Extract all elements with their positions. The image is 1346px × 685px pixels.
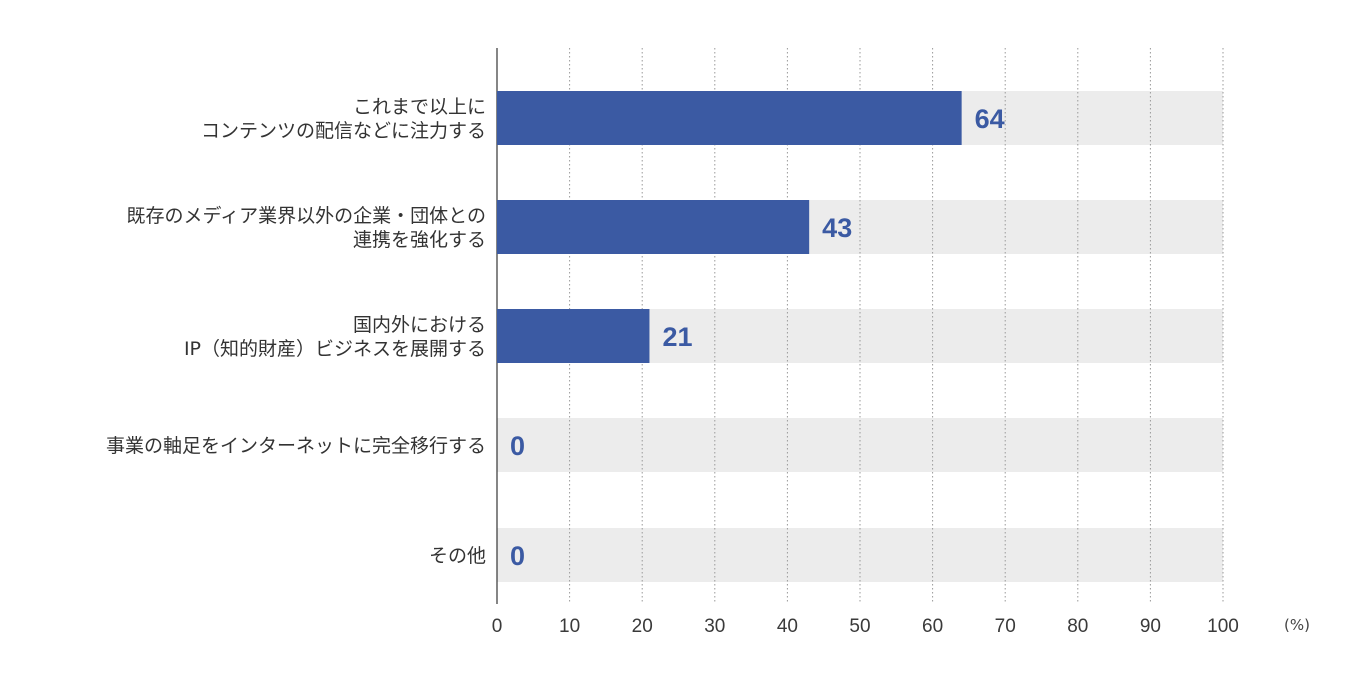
category-label: 連携を強化する <box>353 229 486 251</box>
value-labels: 64 43 21 0 0 <box>510 104 1005 571</box>
bars <box>497 91 962 363</box>
x-tick-labels: 0 10 20 30 40 50 60 70 80 90 100 <box>492 616 1239 637</box>
x-tick-label: 90 <box>1140 616 1161 637</box>
category-label: IP（知的財産）ビジネスを展開する <box>184 338 486 360</box>
x-tick-label: 100 <box>1207 616 1239 637</box>
category-labels: これまで以上にコンテンツの配信などに注力する既存のメディア業界以外の企業・団体と… <box>106 96 486 567</box>
x-tick-label: 60 <box>922 616 943 637</box>
value-label: 43 <box>822 213 852 243</box>
x-tick-label: 20 <box>632 616 653 637</box>
x-tick-label: 30 <box>704 616 725 637</box>
category-label: 国内外における <box>353 314 486 336</box>
x-tick-label: 40 <box>777 616 798 637</box>
x-unit-label: (%) <box>1284 616 1310 634</box>
bar <box>497 309 650 363</box>
category-label: コンテンツの配信などに注力する <box>201 120 486 142</box>
value-label: 0 <box>510 431 525 461</box>
x-tick-label: 80 <box>1067 616 1088 637</box>
x-tick-label: 0 <box>492 616 503 637</box>
bar <box>497 91 962 145</box>
category-label: その他 <box>429 545 486 567</box>
x-tick-label: 50 <box>849 616 870 637</box>
value-label: 0 <box>510 541 525 571</box>
value-label: 21 <box>662 322 692 352</box>
x-tick-label: 70 <box>995 616 1016 637</box>
category-label: 事業の軸足をインターネットに完全移行する <box>106 435 486 457</box>
value-label: 64 <box>975 104 1005 134</box>
category-label: 既存のメディア業界以外の企業・団体との <box>127 205 486 227</box>
x-tick-label: 10 <box>559 616 580 637</box>
category-label: これまで以上に <box>353 96 486 118</box>
bar <box>497 200 810 254</box>
